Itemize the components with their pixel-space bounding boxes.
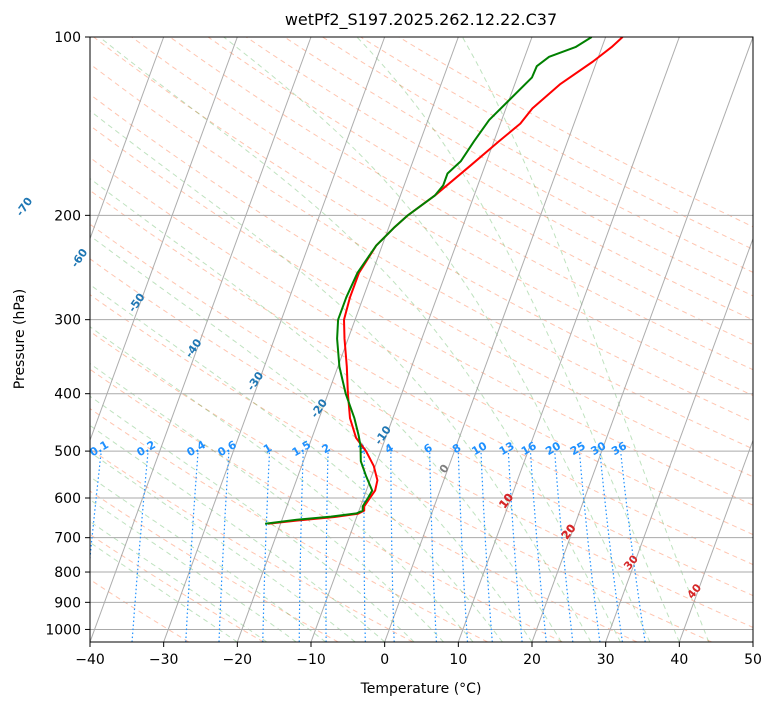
- moist-adiabat-line: [90, 283, 503, 642]
- moist-adiabat-line: [223, 37, 651, 642]
- isotherm-line: [90, 37, 165, 241]
- dry-adiabat-line: [284, 37, 753, 297]
- isotherm-line: [90, 37, 312, 642]
- mixing-ratio-line: [507, 451, 523, 642]
- mixing-ratio-line: [599, 451, 623, 642]
- mixing-ratio-line: [90, 451, 102, 564]
- isotherm-line: [531, 37, 753, 642]
- x-tick-label: −10: [296, 652, 326, 668]
- temperature-line: [267, 37, 624, 525]
- mixing-ratio-line: [131, 451, 149, 642]
- moist-adiabat-line: [90, 520, 268, 642]
- dry-adiabat-line: [131, 37, 753, 397]
- dry-adiabat-line: [90, 93, 753, 478]
- isotherm-line: [310, 37, 533, 642]
- moist-adiabat-line: [99, 37, 621, 642]
- moist-adiabat-line: [90, 424, 386, 642]
- dry-adiabat-line: [90, 189, 753, 566]
- mixing-ratio-line: [554, 451, 574, 642]
- y-tick-label: 400: [54, 387, 81, 403]
- x-tick-label: −30: [149, 652, 179, 668]
- x-axis: −40 −30 −20 −10 0 10 20 30 40 50: [75, 642, 762, 668]
- moist-adiabat-line: [90, 451, 356, 642]
- grid-layer: [90, 37, 753, 642]
- dry-adiabat-line: [245, 37, 753, 321]
- dry-adiabat-line: [90, 63, 753, 450]
- isotherm-line: [605, 237, 753, 642]
- moist-adiabat-line: [90, 177, 562, 642]
- y-tick-label: 900: [54, 595, 81, 611]
- y-tick-label: 600: [54, 491, 81, 507]
- y-axis-label: Pressure (hPa): [12, 289, 28, 389]
- moist-adiabat-line: [90, 235, 533, 642]
- moist-adiabat-line: [356, 37, 680, 642]
- y-tick-label: 200: [54, 208, 81, 224]
- isotherm-line: [90, 37, 238, 442]
- mixing-ratio-line: [529, 451, 547, 642]
- y-tick-label: 700: [54, 531, 81, 547]
- dewpoint-line: [264, 37, 593, 525]
- dry-adiabat-line: [90, 330, 638, 642]
- dry-adiabat-line: [207, 37, 753, 346]
- x-tick-label: 10: [449, 652, 467, 668]
- dry-adiabat-line: [90, 368, 563, 642]
- moist-adiabat-line: [90, 541, 238, 642]
- isotherm-line: [384, 37, 607, 642]
- dry-adiabat-line: [90, 294, 712, 642]
- mixing-ratio-line: [578, 451, 601, 642]
- x-tick-label: 20: [523, 652, 541, 668]
- series-layer: [264, 37, 624, 525]
- x-tick-label: 40: [670, 652, 688, 668]
- dry-adiabat-line: [398, 37, 753, 228]
- x-tick-label: 0: [380, 652, 389, 668]
- y-tick-label: 500: [54, 444, 81, 460]
- plot-frame: [89, 36, 754, 643]
- y-tick-label: 300: [54, 313, 81, 329]
- x-tick-label: 50: [744, 652, 762, 668]
- moist-adiabat-line: [90, 499, 297, 642]
- dry-adiabat-line: [90, 533, 264, 642]
- y-tick-label: 1000: [45, 622, 81, 638]
- isotherm-line: [236, 37, 459, 642]
- y-tick-label: 100: [54, 30, 81, 46]
- isotherm-line: [457, 37, 680, 642]
- moist-adiabat-line: [461, 37, 710, 642]
- dry-adiabat-line: [360, 37, 753, 250]
- x-tick-label: −40: [75, 652, 105, 668]
- mixing-ratio-line: [620, 451, 646, 642]
- isotherm-line: [163, 37, 386, 642]
- isotherm-line: [678, 438, 753, 642]
- x-tick-label: 30: [597, 652, 615, 668]
- x-tick-label: −20: [223, 652, 253, 668]
- dry-adiabat-line: [93, 37, 753, 423]
- x-axis-label: Temperature (°C): [360, 681, 482, 697]
- chart-title: wetPf2_S197.2025.262.12.22.C37: [285, 10, 557, 30]
- y-axis: 100 200 300 400 500 600 700 800 900 1000: [45, 30, 90, 638]
- moist-adiabat-line: [90, 363, 444, 642]
- moist-adiabat-line: [90, 110, 592, 642]
- dry-adiabat-line: [90, 490, 339, 642]
- y-tick-label: 800: [54, 565, 81, 581]
- moist-adiabat-line: [90, 326, 474, 642]
